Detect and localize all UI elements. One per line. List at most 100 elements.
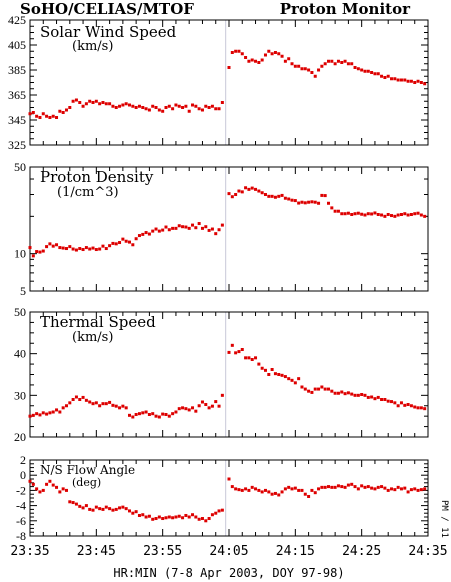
data-point xyxy=(247,187,251,191)
data-point xyxy=(61,111,65,114)
data-point xyxy=(247,488,251,492)
panel-density: 5 10 50 Proton Density(1/cm^3) xyxy=(14,160,429,298)
data-point xyxy=(327,201,330,205)
data-point xyxy=(101,402,105,406)
data-point xyxy=(48,116,52,119)
data-point xyxy=(121,237,125,241)
data-point xyxy=(177,407,181,411)
data-point xyxy=(181,406,185,410)
data-point xyxy=(118,506,122,510)
data-point xyxy=(287,377,291,381)
data-point xyxy=(300,385,304,389)
data-point xyxy=(35,114,39,118)
data-point xyxy=(303,67,307,71)
data-point xyxy=(171,226,175,230)
data-point xyxy=(390,77,394,81)
data-point xyxy=(363,485,367,489)
y-tick-label: 345 xyxy=(8,113,26,127)
data-point xyxy=(200,517,204,521)
data-point xyxy=(413,487,417,491)
data-point xyxy=(293,199,297,203)
data-point xyxy=(373,72,377,76)
data-point xyxy=(48,479,52,483)
data-point xyxy=(234,193,238,197)
data-point xyxy=(270,52,274,56)
data-point xyxy=(38,250,42,254)
data-point xyxy=(131,511,135,515)
data-point xyxy=(91,508,95,512)
data-point xyxy=(409,79,413,83)
data-point xyxy=(84,398,88,402)
data-point xyxy=(167,228,171,232)
panel-speed: 325 345 365 385 405 425 Solar Wind Speed(km/s) xyxy=(8,13,429,152)
data-point xyxy=(277,194,281,198)
data-point xyxy=(419,406,423,410)
y-tick-label: 50 xyxy=(14,160,26,174)
data-point xyxy=(78,504,82,508)
data-point xyxy=(406,79,410,83)
data-point xyxy=(41,112,45,116)
data-point xyxy=(134,106,138,109)
data-point xyxy=(210,227,214,231)
data-point xyxy=(267,194,271,198)
data-point xyxy=(55,243,59,247)
data-point xyxy=(81,104,85,108)
data-point xyxy=(403,403,407,407)
data-point xyxy=(217,404,221,408)
data-point xyxy=(177,224,181,228)
data-point xyxy=(283,59,287,63)
data-point xyxy=(317,487,321,491)
data-point xyxy=(154,414,158,418)
data-point xyxy=(154,517,158,521)
data-point xyxy=(300,488,304,492)
data-point xyxy=(353,66,357,69)
data-point xyxy=(416,488,420,492)
data-point xyxy=(244,186,248,190)
data-point xyxy=(84,504,88,508)
data-point xyxy=(220,223,224,227)
data-point xyxy=(200,108,204,112)
data-point xyxy=(416,79,420,83)
data-point xyxy=(240,190,244,194)
data-point xyxy=(363,213,367,217)
y-tick-label: 0 xyxy=(20,468,26,482)
data-point xyxy=(380,74,384,78)
y-tick-label: -8 xyxy=(16,529,26,543)
data-point xyxy=(204,519,208,523)
data-point xyxy=(157,415,161,419)
x-tick-label: 24:15 xyxy=(276,544,315,559)
data-point xyxy=(197,404,201,408)
data-point xyxy=(370,486,374,490)
data-point xyxy=(197,107,201,111)
data-point xyxy=(396,213,400,217)
data-point xyxy=(247,356,251,360)
panel-unit-label: (1/cm^3) xyxy=(57,185,119,200)
data-point xyxy=(51,410,55,414)
x-tick-label: 24:25 xyxy=(342,544,381,559)
data-point xyxy=(147,413,151,416)
data-point xyxy=(320,385,324,389)
data-point xyxy=(350,482,354,486)
data-point xyxy=(413,212,417,216)
data-point xyxy=(81,506,85,510)
data-point xyxy=(237,189,241,193)
data-point xyxy=(154,227,158,231)
data-point xyxy=(51,244,55,248)
data-point xyxy=(41,488,45,492)
data-point xyxy=(327,387,330,391)
data-point xyxy=(290,198,294,202)
data-point xyxy=(336,209,340,213)
data-point xyxy=(147,232,151,236)
data-point xyxy=(128,413,131,417)
data-point xyxy=(121,505,125,509)
data-point xyxy=(31,482,35,486)
data-point xyxy=(28,414,32,418)
data-point xyxy=(297,488,301,492)
data-point xyxy=(396,78,400,82)
data-point xyxy=(108,400,112,404)
data-point xyxy=(320,64,324,68)
data-point xyxy=(200,226,204,230)
data-point xyxy=(71,398,75,401)
data-point xyxy=(423,487,427,491)
data-point xyxy=(187,515,191,519)
